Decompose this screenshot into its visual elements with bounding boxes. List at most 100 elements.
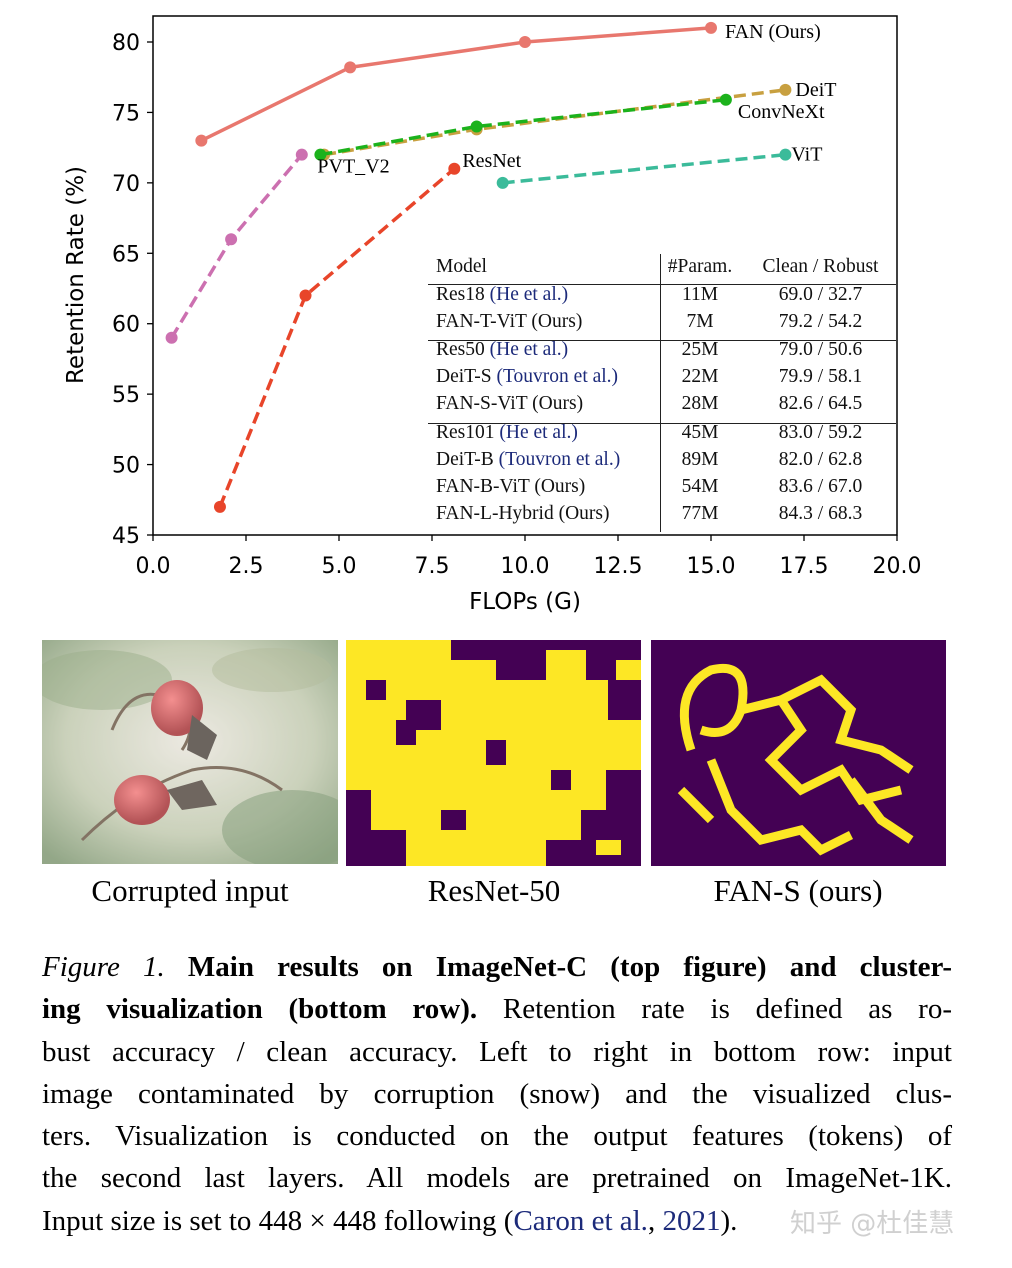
table-column-divider [660, 254, 661, 532]
score-cell: 79.9 / 58.1 [778, 366, 863, 387]
data-point [448, 162, 461, 175]
model-name: FAN-L-Hybrid (Ours) [436, 503, 610, 524]
table-divider [428, 423, 896, 424]
image-label-resnet: ResNet-50 [427, 873, 561, 908]
params-cell: 45M [681, 422, 719, 443]
table-row: FAN-T-ViT (Ours) 7M 79.2 / 54.2 [428, 311, 896, 338]
series-label: DeiT [795, 79, 836, 101]
table-row: DeiT-S (Touvron et al.) 22M 79.9 / 58.1 [428, 366, 896, 393]
y-tick-label: 50 [112, 454, 140, 479]
caption-text: Retention rate is defined as ro- [477, 993, 952, 1026]
params-cell: 11M [681, 284, 719, 305]
y-tick-label: 55 [112, 383, 140, 408]
model-cell: FAN-T-ViT (Ours) [436, 311, 582, 333]
x-tick-label: 0.0 [136, 554, 171, 579]
data-point [496, 176, 509, 189]
score-cell: 82.6 / 64.5 [778, 393, 863, 414]
citation-link[interactable]: (Touvron et al.) [498, 449, 621, 470]
caption-text: the second last layers. All models are p… [42, 1162, 952, 1195]
model-name: DeiT-S [436, 366, 497, 387]
data-point [519, 36, 531, 48]
model-cell: DeiT-B (Touvron et al.) [436, 449, 620, 471]
caption-text: image contaminated by corruption (snow) … [42, 1077, 952, 1110]
caption-line: Figure 1. Main results on ImageNet-C (to… [42, 946, 952, 988]
caption-text: bust accuracy / clean accuracy. Left to … [42, 1035, 952, 1068]
params-cell: 22M [681, 366, 719, 387]
caption-text: , [647, 1204, 663, 1237]
model-name: FAN-B-ViT (Ours) [436, 476, 586, 497]
table-row: Res50 (He et al.) 25M 79.0 / 50.6 [428, 339, 896, 366]
image-label-corrupted: Corrupted input [91, 873, 289, 908]
model-cell: FAN-S-ViT (Ours) [436, 393, 583, 415]
model-name: Res50 [436, 339, 490, 360]
x-tick-label: 7.5 [415, 554, 450, 579]
data-point [165, 331, 178, 344]
score-cell: 84.3 / 68.3 [778, 503, 863, 524]
data-point [314, 148, 327, 161]
series-convnext: ConvNeXt [314, 93, 825, 161]
x-tick-label: 10.0 [501, 554, 550, 579]
citation-link[interactable]: (He et al.) [489, 339, 569, 360]
model-cell: Res18 (He et al.) [436, 284, 568, 306]
y-tick-label: 70 [112, 172, 140, 197]
citation-link[interactable]: (Touvron et al.) [496, 366, 619, 387]
caption-bold: Main results on ImageNet-C (top figure) … [164, 951, 952, 983]
image-label-fan: FAN-S (ours) [713, 873, 883, 908]
model-name: FAN-T-ViT (Ours) [436, 311, 583, 332]
data-point [779, 83, 792, 96]
x-tick-label: 2.5 [229, 554, 264, 579]
table-row: FAN-S-ViT (Ours) 28M 82.6 / 64.5 [428, 393, 896, 420]
series-label: ViT [791, 144, 822, 166]
series-fan-ours-: FAN (Ours) [195, 21, 821, 147]
data-point [299, 289, 312, 302]
params-cell: 77M [681, 503, 719, 524]
citation-link[interactable]: 2021 [662, 1204, 721, 1237]
fan-cluster-map [651, 640, 946, 866]
data-point [195, 134, 208, 147]
header-score: Clean / Robust [762, 256, 879, 277]
caption-bold: ing visualization (bottom row). [42, 993, 478, 1026]
series-label: PVT_V2 [317, 156, 389, 178]
series-label: ResNet [462, 150, 521, 172]
score-cell: 82.0 / 62.8 [778, 449, 863, 470]
y-tick-label: 60 [112, 313, 140, 338]
figure-number: Figure 1. [42, 951, 165, 983]
y-tick-label: 75 [112, 101, 140, 126]
y-tick-label: 45 [112, 524, 140, 549]
caption-line: ing visualization (bottom row). Retentio… [42, 988, 952, 1030]
table-divider [428, 284, 896, 285]
y-tick-label: 65 [112, 242, 140, 267]
data-point [213, 500, 226, 513]
data-point [470, 120, 483, 133]
caption-text: Input size is set to 448 × 448 following… [42, 1204, 514, 1237]
caption-line: image contaminated by corruption (snow) … [42, 1073, 952, 1115]
retention-chart: 0.0 2.5 5.0 7.5 10.0 12.5 15.0 17.5 20.0 45 50 55 60… [63, 15, 921, 615]
x-tick-label: 12.5 [594, 554, 643, 579]
corrupted-input-image [42, 640, 338, 864]
resnet-cluster-map [346, 640, 641, 866]
model-cell: FAN-L-Hybrid (Ours) [436, 503, 609, 525]
series-line [320, 98, 727, 157]
score-cell: 79.2 / 54.2 [778, 311, 863, 332]
model-name: DeiT-B [436, 449, 499, 470]
caption-text: ). [720, 1204, 738, 1237]
citation-link[interactable]: (He et al.) [499, 422, 578, 443]
x-tick-label: 17.5 [780, 554, 829, 579]
citation-link[interactable]: (He et al.) [489, 284, 569, 305]
caption-line: the second last layers. All models are p… [42, 1157, 952, 1199]
table-header: Model #Param. Clean / Robust [428, 256, 896, 283]
model-name: Res101 [436, 422, 500, 443]
citation-link[interactable]: Caron et al. [513, 1204, 648, 1237]
figure-caption: Figure 1. Main results on ImageNet-C (to… [42, 946, 952, 1242]
watermark: 知乎 @杜佳慧 [790, 1209, 955, 1239]
y-tick-label: 80 [112, 31, 140, 56]
caption-text: ters. Visualization is conducted on the … [42, 1120, 952, 1153]
series-label: ConvNeXt [738, 101, 825, 123]
score-cell: 83.6 / 67.0 [778, 476, 863, 497]
data-point [295, 148, 308, 161]
series-vit: ViT [496, 144, 822, 189]
x-axis-label: FLOPs (G) [469, 589, 581, 615]
data-point [705, 21, 717, 34]
params-cell: 89M [681, 449, 719, 470]
series-line [170, 153, 304, 339]
